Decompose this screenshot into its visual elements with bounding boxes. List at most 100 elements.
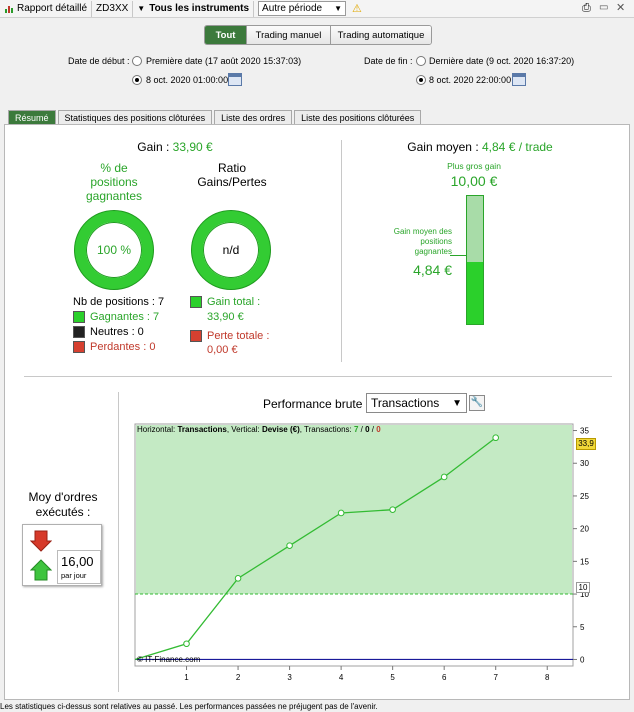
tab-summary[interactable]: Résumé — [8, 110, 56, 124]
chart-info-h: Transactions — [177, 425, 227, 434]
winners-label: Gagnantes : 7 — [90, 311, 160, 323]
neutral-label: Neutres : 0 — [90, 326, 144, 338]
orders-label: Moy d'ordres exécutés : — [28, 490, 98, 519]
win-pct-title: % de positions gagnantes — [85, 161, 143, 203]
perf-title: Performance brute — [263, 397, 363, 411]
chart-info-win: 7 — [354, 425, 359, 434]
start-custom-radio[interactable] — [132, 75, 142, 85]
tab-closed-positions[interactable]: Liste des positions clôturées — [294, 110, 422, 124]
avg-gain-header: Gain moyen : 4,84 € / trade — [380, 140, 580, 154]
ratio-value: n/d — [222, 243, 240, 257]
calendar-icon[interactable] — [512, 73, 526, 86]
end-custom-radio[interactable] — [416, 75, 426, 85]
mode-selector: Tout Trading manuel Trading automatique — [204, 25, 432, 45]
mode-auto-button[interactable]: Trading automatique — [331, 26, 431, 44]
best-gain-label: Plus gros gain — [447, 161, 501, 171]
toolbar: Rapport détaillé ZD3XX ▼ Tous les instru… — [0, 0, 634, 18]
chart-info-mid: , Vertical: — [226, 425, 262, 434]
orders-value-box: 16,00 par jour — [57, 550, 101, 584]
perf-selector[interactable]: Transactions ▼ — [366, 393, 467, 413]
summary-panel — [4, 124, 630, 700]
ratio-title: Ratio Gains/Pertes — [197, 161, 267, 189]
losers-label: Perdantes : 0 — [90, 341, 156, 353]
report-label: Rapport détaillé — [17, 3, 88, 14]
chart-info-sep: / — [369, 425, 377, 434]
report-button[interactable]: Rapport détaillé — [0, 0, 93, 17]
chevron-down-icon: ▼ — [137, 4, 146, 13]
gain-header: Gain : 33,90 € — [100, 140, 250, 154]
losers-swatch — [73, 341, 85, 353]
winners-swatch — [73, 311, 85, 323]
end-date-label: Date de fin : — [364, 56, 413, 66]
period-select[interactable]: Autre période ▼ — [258, 1, 347, 16]
close-icon[interactable]: ▭ — [599, 2, 609, 13]
warning-icon[interactable]: ⚠ — [352, 3, 362, 15]
gain-label: Gain : — [137, 140, 170, 154]
positions-count: Nb de positions : 7 — [73, 296, 165, 308]
loss-total-swatch — [190, 330, 202, 342]
account-label[interactable]: ZD3XX — [92, 0, 134, 17]
avg-win-value: 4,84 € — [413, 262, 452, 278]
chart-credit: © IT-Finance.com — [137, 655, 201, 664]
tab-closed-stats[interactable]: Statistiques des positions clôturées — [57, 110, 213, 124]
orders-value: 16,00 — [61, 554, 94, 569]
avg-win-pointer — [450, 255, 466, 256]
tab-orders[interactable]: Liste des ordres — [214, 110, 293, 124]
end-date-value[interactable]: 8 oct. 2020 22:00:00 — [429, 75, 512, 85]
gain-total-label: Gain total : — [207, 296, 261, 308]
close-icon[interactable]: ✕ — [616, 2, 626, 14]
section-divider — [118, 392, 119, 692]
win-pct-donut: 100 % — [75, 211, 153, 289]
best-gain-value: 10,00 € — [450, 173, 498, 189]
chart-info-loss: 0 — [376, 425, 381, 434]
chevron-down-icon: ▼ — [334, 4, 343, 13]
gain-total-value: 33,90 € — [207, 311, 244, 323]
mode-all-button[interactable]: Tout — [205, 26, 247, 44]
start-date-value[interactable]: 8 oct. 2020 01:00:00 — [146, 75, 229, 85]
loss-total-label: Perte totale : — [207, 330, 270, 342]
start-first-radio[interactable] — [132, 56, 142, 66]
chart-icon — [5, 5, 13, 13]
avg-gain-label: Gain moyen : — [407, 140, 479, 154]
instruments-dropdown[interactable]: ▼ Tous les instruments — [133, 0, 255, 17]
start-date-label: Date de début : — [68, 56, 130, 66]
report-tabs: Résumé Statistiques des positions clôtur… — [8, 110, 423, 124]
calendar-icon[interactable] — [228, 73, 242, 86]
ref-value-tag: 10 — [576, 582, 590, 593]
win-pct-value: 100 % — [96, 243, 132, 257]
period-label: Autre période — [262, 3, 323, 14]
section-divider — [341, 140, 342, 362]
ratio-donut: n/d — [192, 211, 270, 289]
orders-unit: par jour — [61, 571, 87, 580]
chevron-down-icon: ▼ — [452, 397, 462, 409]
arrow-down-icon — [30, 530, 52, 552]
start-first-label: Première date (17 août 2020 15:37:03) — [146, 56, 302, 66]
avg-gain-value: 4,84 € / trade — [482, 140, 553, 154]
chart-info-neutral: 0 — [365, 425, 370, 434]
gain-value: 33,90 € — [172, 140, 213, 154]
end-last-label: Dernière date (9 oct. 2020 16:37:20) — [429, 56, 575, 66]
neutral-swatch — [73, 326, 85, 338]
instruments-label: Tous les instruments — [149, 3, 250, 14]
settings-wrench-icon[interactable]: 🔧 — [469, 395, 485, 411]
print-icon[interactable]: ⎙ — [582, 2, 591, 14]
orders-card: 16,00 par jour — [22, 524, 102, 586]
last-value-tag: 33,9 — [576, 438, 596, 450]
perf-selector-value: Transactions — [371, 396, 440, 410]
period-panel: Tout Trading manuel Trading automatique … — [0, 19, 634, 103]
gain-total-swatch — [190, 296, 202, 308]
loss-total-value: 0,00 € — [207, 344, 238, 356]
chart-info-v: Devise (€) — [261, 425, 300, 434]
mode-manual-button[interactable]: Trading manuel — [247, 26, 331, 44]
end-last-radio[interactable] — [416, 56, 426, 66]
avg-gain-gauge-fill — [467, 262, 483, 324]
chart-info-tx: , Transactions: — [299, 425, 354, 434]
chart-info: Horizontal: Transactions, Vertical: Devi… — [137, 425, 381, 434]
avg-gain-gauge — [466, 195, 484, 325]
chart-info-prefix: Horizontal: — [137, 425, 178, 434]
arrow-up-icon — [30, 559, 52, 581]
disclaimer: Les statistiques ci-dessus sont relative… — [0, 702, 378, 711]
section-divider — [24, 376, 612, 377]
avg-win-label: Gain moyen des positions gagnantes — [393, 227, 452, 256]
chart-info-sep: / — [358, 425, 366, 434]
